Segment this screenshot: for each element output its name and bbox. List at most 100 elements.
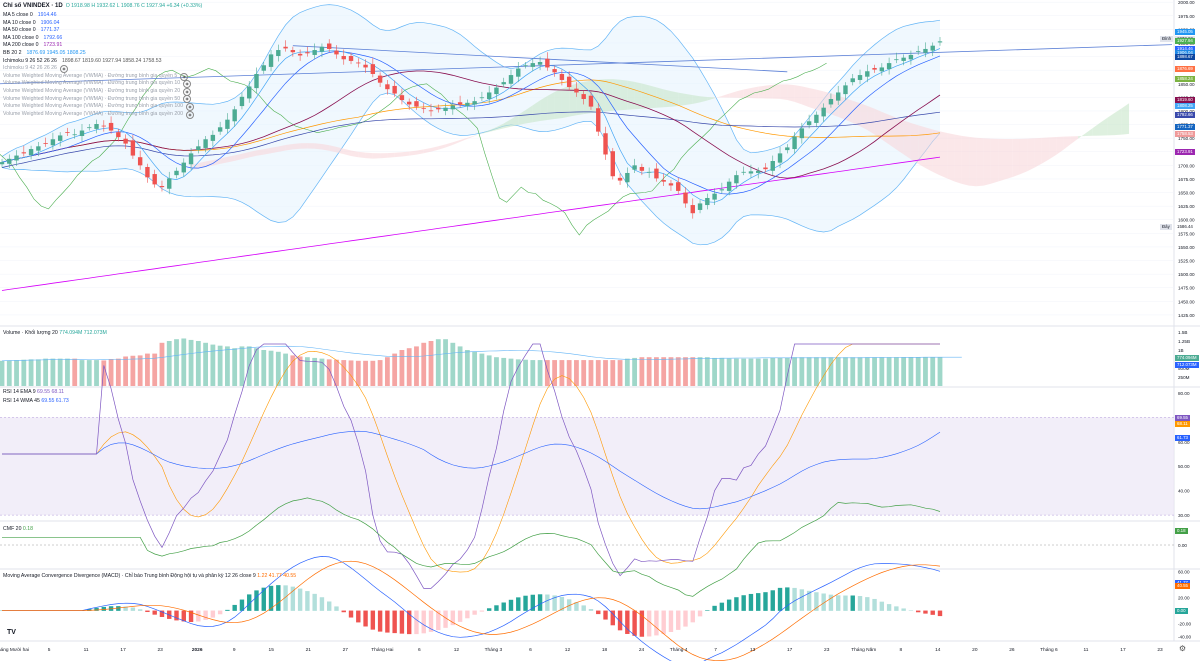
visibility-eye-icon[interactable]: ◉	[60, 65, 68, 73]
rsi-title-label[interactable]: RSI 14 EMA 9	[3, 389, 36, 395]
volume-bar	[261, 350, 266, 386]
time-tick-label: 6	[418, 647, 421, 653]
ohlc-values: O 1918.98 H 1932.62 L 1908.76 C 1927.94 …	[66, 3, 203, 11]
ichimoku-cloud-segment	[438, 144, 445, 149]
candle-body	[29, 149, 33, 155]
volume-bar	[501, 358, 506, 386]
ichimoku-cloud-segment	[431, 146, 438, 151]
volume-bar	[734, 359, 739, 386]
candle-body	[400, 95, 404, 100]
volume-bar	[530, 360, 535, 386]
macd-histogram-bar	[676, 611, 680, 630]
visibility-eye-icon[interactable]: ◉	[186, 103, 194, 111]
indicator-row[interactable]: MA 5 close 0 1914.46	[3, 12, 194, 20]
macd-title-label[interactable]: Moving Average Convergence Divergence (M…	[3, 573, 256, 579]
candle-body	[429, 110, 433, 111]
rsi-tag: 61.73	[1175, 435, 1190, 441]
time-tick-label: 12	[454, 647, 460, 653]
ichimoku-cloud-segment	[845, 98, 852, 123]
rsi-wma-label[interactable]: RSI 14 WMA 45	[3, 398, 40, 404]
visibility-eye-icon[interactable]: ◉	[186, 111, 194, 119]
candle-body	[436, 108, 440, 110]
indicator-row[interactable]: Volume Weighted Moving Average (VWMA) · …	[3, 103, 194, 111]
cmf-title-label[interactable]: CMF 20	[3, 526, 21, 532]
volume-bar	[218, 346, 223, 386]
volume-tick-label: 250M	[1178, 375, 1190, 380]
ichimoku-cloud-segment	[729, 91, 736, 97]
peak-label: Đỉnh	[1160, 36, 1173, 42]
ichimoku-cloud-segment	[1085, 128, 1092, 136]
macd-histogram-bar	[262, 588, 266, 611]
candle-body	[87, 127, 91, 128]
price-tick-label: 1575.00	[1178, 231, 1195, 236]
macd-histogram-bar	[203, 611, 207, 620]
macd-tick-label: 60.00	[1178, 569, 1190, 574]
volume-bar	[814, 357, 819, 386]
ichimoku-cloud-segment	[802, 86, 809, 107]
volume-bar	[807, 357, 812, 386]
visibility-eye-icon[interactable]: ◉	[183, 80, 191, 88]
indicator-value: 1771.37	[41, 27, 60, 35]
macd-histogram-bar	[589, 609, 593, 611]
indicator-row[interactable]: Volume Weighted Moving Average (VWMA) · …	[3, 80, 194, 88]
time-tick-label: Tháng Năm	[851, 647, 876, 653]
macd-histogram-bar	[196, 611, 200, 622]
candle-body	[22, 152, 26, 153]
macd-histogram-bar	[756, 593, 760, 611]
time-tick-label: 23	[824, 647, 830, 653]
candle-body	[123, 139, 127, 144]
candle-body	[80, 131, 84, 136]
volume-bar	[596, 360, 601, 386]
gear-icon[interactable]: ⚙	[1179, 644, 1186, 653]
time-tick-label: 17	[120, 647, 126, 653]
indicator-row[interactable]: Volume Weighted Moving Average (VWMA) · …	[3, 73, 194, 81]
candle-body	[116, 132, 120, 137]
symbol-title[interactable]: Chỉ số VNINDEX · 1D	[3, 3, 63, 11]
indicator-row[interactable]: Volume Weighted Moving Average (VWMA) · …	[3, 96, 194, 104]
candle-body	[189, 153, 193, 164]
volume-bar	[72, 359, 77, 386]
candle-body	[763, 168, 767, 170]
volume-bar	[138, 355, 143, 386]
volume-title-label[interactable]: Volume · Khối lượng 20	[3, 330, 58, 336]
macd-histogram-bar	[342, 611, 346, 613]
volume-bar	[189, 340, 194, 386]
indicator-row[interactable]: Volume Weighted Moving Average (VWMA) · …	[3, 88, 194, 96]
volume-tag: 712.073M	[1175, 362, 1199, 368]
macd-histogram-bar	[305, 591, 309, 611]
volume-bar	[930, 357, 935, 386]
candle-body	[792, 137, 796, 150]
ichimoku-cloud-segment	[991, 139, 998, 184]
indicator-row[interactable]: Volume Weighted Moving Average (VWMA) · …	[3, 111, 194, 119]
macd-histogram-bar	[771, 590, 775, 611]
indicator-value: 1914.46	[38, 12, 57, 20]
candle-body	[58, 135, 62, 140]
indicator-label: MA 100 close 0	[3, 35, 38, 43]
time-tick-label: Tháng 6	[1040, 647, 1058, 653]
volume-bar	[123, 356, 128, 386]
candle-body	[741, 172, 745, 173]
indicator-row[interactable]: Ichimoku 9 42 26 26 26◉	[3, 65, 194, 73]
ichimoku-cloud-segment	[736, 90, 743, 98]
tradingview-logo[interactable]: TV	[7, 629, 16, 636]
time-tick-label: 8	[899, 647, 902, 653]
candle-body	[182, 163, 186, 173]
macd-histogram-bar	[276, 585, 280, 611]
ichimoku-cloud-segment	[642, 83, 649, 108]
indicator-label: MA 5 close 0	[3, 12, 33, 20]
candle-body	[756, 171, 760, 173]
candle-body	[240, 97, 244, 106]
macd-histogram-bar	[232, 605, 236, 611]
macd-histogram-bar	[254, 590, 258, 610]
volume-bar	[283, 354, 288, 386]
rsi-title-1: RSI 14 EMA 9 69.55 68.11	[3, 389, 64, 395]
macd-histogram-bar	[509, 600, 513, 611]
candle-body	[603, 133, 607, 154]
